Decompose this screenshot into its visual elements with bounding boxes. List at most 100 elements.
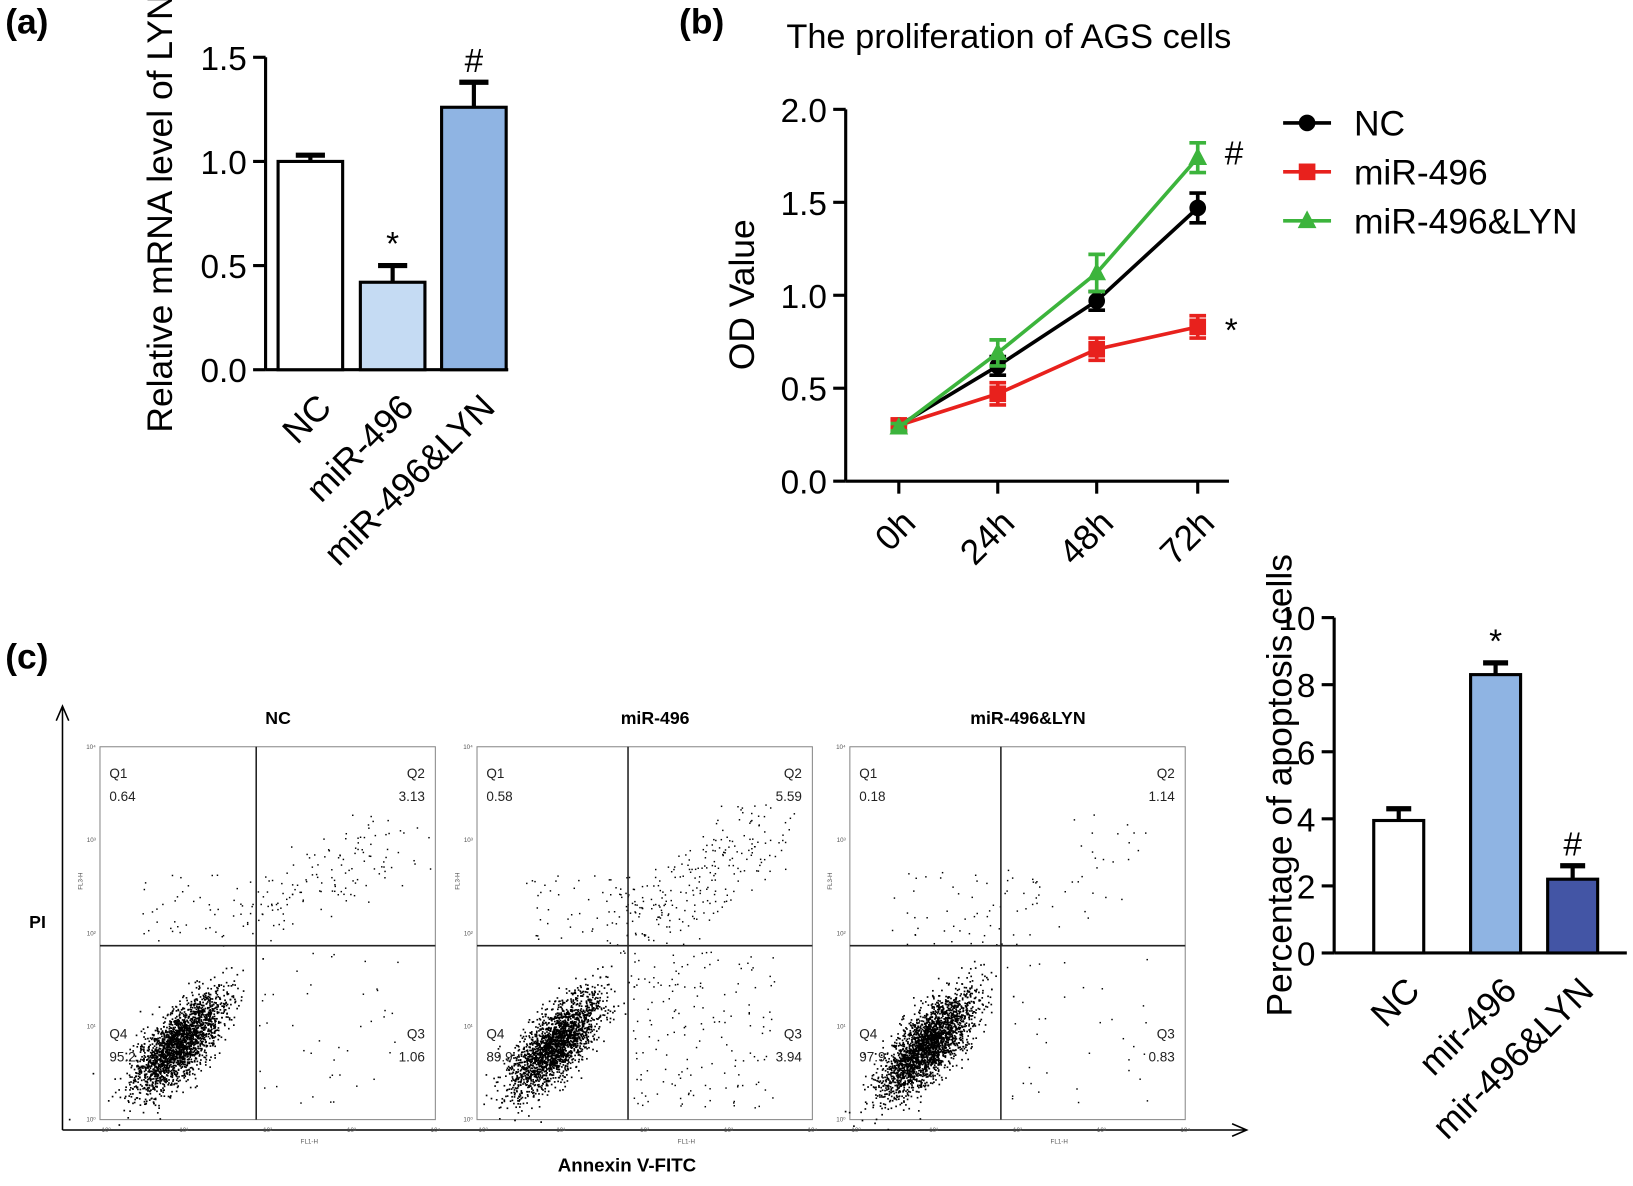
scatter-point [118,1124,121,1126]
scatter-point [156,1041,159,1044]
scatter-point [174,1051,177,1053]
scatter-point [261,1000,264,1002]
scatter-point [535,1030,538,1033]
scatter-point [299,891,301,894]
scatter-point [181,891,184,893]
scatter-point [548,1036,550,1039]
scatter-point [591,1009,593,1012]
scatter-point [207,987,209,990]
scatter-point [555,1046,558,1049]
scatter-point [166,1041,169,1043]
scatter-point [149,1077,152,1080]
scatter-point [519,1034,522,1037]
scatter-point [583,1019,586,1021]
scatter-point [530,1075,532,1078]
scatter-point [428,836,430,839]
scatter-point [397,851,400,854]
scatter-point [153,1038,155,1041]
scatter-point [165,1043,167,1046]
scatter-point [170,1066,173,1068]
scatter-point [246,921,249,924]
scatter-point [596,1038,598,1041]
scatter-point [522,1028,525,1031]
scatter-point [187,1033,190,1036]
scatter-point [534,1046,537,1048]
scatter-point [572,1022,574,1024]
scatter-point [563,1021,565,1024]
scatter-point [769,870,771,873]
scatter-point [205,1014,208,1017]
significance-mark: * [386,226,399,263]
scatter-point [517,1071,520,1073]
data-point [1087,262,1107,281]
scatter-point [168,1056,171,1058]
scatter-point [165,1029,167,1032]
scatter-point [199,1025,201,1027]
scatter-point [148,1087,151,1089]
scatter-point [224,1038,227,1041]
scatter-point [542,1048,545,1051]
scatter-point [518,1096,521,1098]
scatter-point [169,1043,171,1046]
scatter-point [598,990,601,993]
scatter-point [503,1100,506,1103]
scatter-point [154,1029,157,1032]
scatter-point [135,1085,137,1088]
scatter-point [230,967,233,969]
scatter-point [136,1086,139,1089]
scatter-point [238,1004,240,1007]
scatter-point [527,1021,530,1024]
scatter-point [167,1072,170,1074]
scatter-point [581,1036,584,1039]
scatter-point [577,1036,580,1038]
scatter-point [555,1049,558,1051]
scatter-point [154,1054,156,1056]
scatter-point [204,1021,207,1024]
scatter-point [179,1016,181,1019]
scatter-point [191,1027,194,1030]
scatter-point [516,1090,518,1093]
scatter-point [579,1047,582,1050]
scatter-point [185,924,188,926]
scatter-point [190,1047,193,1050]
scatter-point [532,1089,534,1092]
scatter-point [207,999,210,1002]
scatter-point [568,1044,570,1046]
scatter-point [166,1070,168,1072]
scatter-point [561,1010,564,1012]
scatter-point [558,1012,560,1015]
scatter-point [561,1037,564,1039]
quadrant-value-Q3: 1.06 [399,1049,425,1064]
scatter-point [193,1019,196,1022]
scatter-point [560,1046,562,1048]
scatter-point [184,1027,187,1030]
scatter-point [590,1025,593,1028]
scatter-point [588,1012,591,1015]
scatter-point [532,1057,535,1059]
scatter-point [597,1002,600,1005]
scatter-point [748,849,750,852]
scatter-point [202,1001,204,1004]
scatter-point [571,1034,574,1036]
scatter-point [167,1031,169,1033]
scatter-point [176,1052,178,1055]
scatter-point [199,1043,202,1046]
scatter-point [548,1080,551,1082]
scatter-point [555,1016,558,1019]
scatter-point [192,1038,195,1041]
scatter-point [556,1056,559,1058]
scatter-point [141,1065,144,1068]
scatter-point [151,1078,153,1080]
scatter-point [252,932,254,935]
scatter-point [189,1048,192,1051]
scatter-point [207,1024,210,1026]
scatter-point [667,914,669,917]
scatter-point [573,1048,576,1050]
scatter-point [196,1005,198,1008]
scatter-point [558,1016,561,1019]
scatter-point [562,1048,565,1051]
scatter-point [128,1095,131,1097]
scatter-point [209,1018,211,1021]
scatter-point [142,1060,145,1062]
